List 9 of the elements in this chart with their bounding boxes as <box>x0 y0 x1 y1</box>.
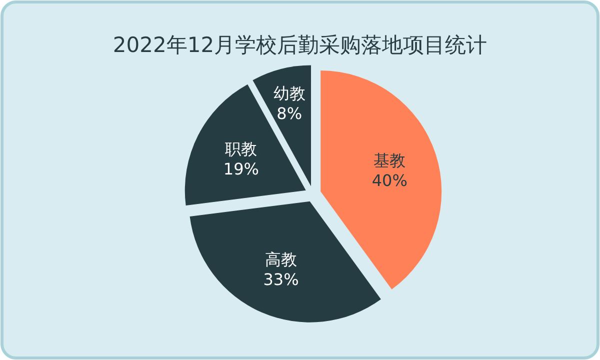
slice-label: 基教 <box>374 151 406 170</box>
data-label: 33% <box>263 270 299 289</box>
chart-title: 2022年12月学校后勤采购落地项目统计 <box>112 33 488 57</box>
data-label: 40% <box>372 171 408 190</box>
slice-label: 职教 <box>225 139 258 158</box>
slice-label: 高教 <box>264 250 297 269</box>
data-label: 8% <box>276 104 302 123</box>
slice-label: 幼教 <box>273 84 306 103</box>
data-label: 19% <box>223 159 259 178</box>
